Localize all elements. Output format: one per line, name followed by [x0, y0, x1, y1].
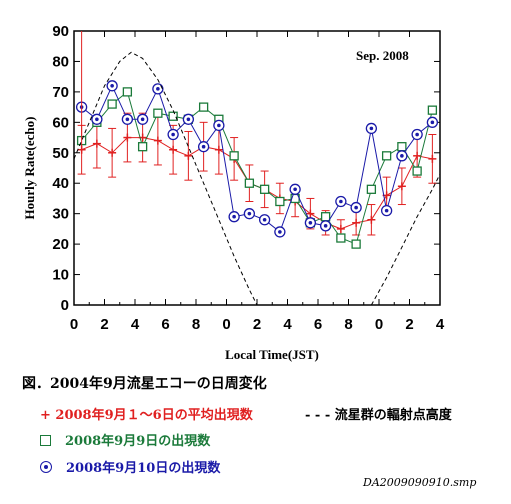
x-tick-label: 4	[283, 316, 292, 333]
circle-marker-dot	[430, 120, 435, 125]
square-marker	[397, 142, 407, 152]
x-tick-label: 2	[100, 316, 108, 333]
circle-marker-dot	[369, 126, 374, 131]
chart-annotation: Sep. 2008	[356, 48, 409, 63]
legend-blue: 2008年9月10日の出現数	[40, 457, 220, 476]
y-axis-ticks: 0 10 20 30 40 50 60 70 80 90	[52, 23, 440, 314]
square-marker	[412, 166, 422, 176]
circle-marker-dot	[323, 224, 328, 228]
x-tick-label: 2	[405, 316, 413, 333]
square-marker	[244, 178, 255, 188]
square-marker	[153, 108, 163, 118]
y-tick-label: 90	[52, 23, 69, 40]
circle-marker-dot	[95, 117, 99, 122]
radiant-altitude-line-2	[370, 173, 440, 305]
series-line-1	[81, 91, 433, 245]
square-marker	[275, 196, 285, 207]
square-marker	[198, 102, 209, 112]
y-tick-label: 10	[52, 267, 69, 284]
x-axis-ticks: 0 2 4 6 8 0 2 4 6 8 0 2 4	[70, 31, 445, 333]
x-tick-label: 0	[222, 316, 230, 333]
circle-marker-dot	[247, 211, 252, 216]
circle-marker-dot	[339, 199, 343, 204]
legend-green: 2008年9月9日の出現数	[40, 430, 210, 449]
circle-marker-dot	[308, 221, 313, 225]
square-marker	[107, 99, 117, 109]
y-tick-label: 20	[52, 236, 69, 253]
y-tick-label: 50	[52, 145, 69, 162]
circle-marker-dot	[354, 205, 358, 210]
radiant-altitude-line	[74, 51, 258, 305]
legend-dashed: - - - 流星群の輻射点高度	[305, 408, 452, 423]
circle-marker-dot	[186, 117, 191, 122]
y-tick-label: 30	[52, 206, 69, 223]
circle-marker-dot	[110, 84, 114, 88]
x-tick-label: 0	[70, 316, 78, 333]
x-tick-label: 0	[375, 316, 383, 333]
square-marker	[229, 151, 239, 161]
y-tick-label: 80	[52, 53, 69, 70]
y-tick-label: 70	[52, 84, 69, 101]
x-tick-label: 6	[314, 316, 322, 333]
circle-marker-dot	[140, 117, 145, 122]
square-marker	[168, 111, 178, 121]
legend-blue-label: 2008年9月10日の出現数	[66, 461, 221, 476]
circle-marker-dot	[232, 214, 236, 219]
circle-marker-dot	[156, 87, 160, 91]
figure-caption: 図．2004年9月流星エコーの日周変化	[22, 376, 267, 392]
x-tick-label: 8	[344, 316, 352, 333]
circle-marker-dot	[278, 230, 282, 234]
circle-marker-dot	[384, 208, 389, 213]
y-tick-label: 0	[61, 297, 69, 314]
x-tick-label: 8	[192, 316, 200, 333]
y-tick-label: 60	[52, 114, 69, 131]
square-marker	[320, 212, 331, 222]
square-marker	[336, 233, 346, 243]
x-tick-label: 4	[436, 316, 445, 333]
circle-marker-dot	[262, 217, 267, 222]
circle-marker-dot	[293, 187, 297, 192]
square-marker	[122, 87, 133, 97]
circle-marker-dot	[201, 144, 206, 149]
square-marker	[366, 184, 377, 194]
x-axis-label: Local Time(JST)	[225, 347, 319, 362]
x-tick-label: 6	[161, 316, 169, 333]
legend-green-label: 2008年9月9日の出現数	[65, 434, 211, 449]
square-marker	[427, 105, 438, 115]
square-marker-icon	[40, 435, 51, 446]
legend-red: + 2008年9月１～6日の平均出現数	[40, 408, 253, 423]
series-line-0	[81, 137, 433, 230]
circle-marker-dot	[125, 117, 130, 122]
square-marker	[351, 239, 361, 249]
series-group	[74, 31, 440, 305]
square-marker	[259, 184, 270, 194]
square-marker	[137, 142, 148, 152]
plot-frame	[73, 30, 441, 306]
y-tick-label: 40	[52, 175, 69, 192]
file-name: DA2009090910.smp	[363, 476, 477, 489]
circle-dot-marker-icon	[40, 461, 52, 473]
circle-marker-dot	[400, 154, 404, 158]
circle-marker-dot	[217, 123, 221, 128]
circle-marker-dot	[415, 132, 419, 137]
square-marker	[381, 151, 392, 161]
series-line-2	[81, 84, 433, 233]
circle-marker-dot	[171, 132, 175, 137]
series-layer	[74, 31, 440, 305]
y-axis-label: Hourly Rate(echo)	[22, 117, 37, 220]
x-tick-label: 2	[253, 316, 261, 333]
x-tick-label: 4	[131, 316, 140, 333]
